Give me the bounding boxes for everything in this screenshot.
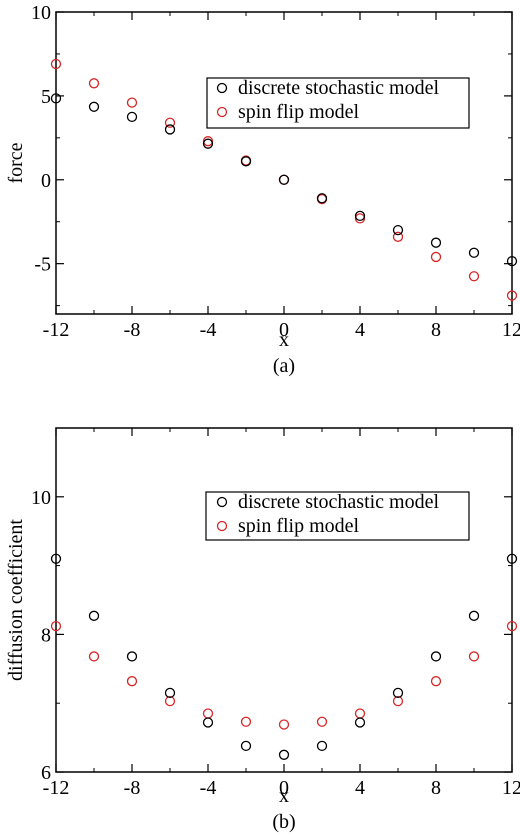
data-point-spin-flip [392,231,404,242]
chart-panel-b: -12 -8 -4 0 4 8 12 6 8 10 x diffusion coefficient (b… [5,427,520,833]
data-point-discrete [88,610,100,621]
data-point-spin-flip [278,719,290,730]
x-tick-label: -4 [200,777,217,799]
legend-marker [216,520,228,532]
legend-box [205,491,470,541]
data-point-discrete [50,93,62,104]
x-tick-label: 0 [279,319,289,341]
data-point-spin-flip [88,78,100,89]
panel-label: (b) [272,811,295,833]
data-point-spin-flip [202,708,214,719]
y-tick-label: 10 [31,487,51,509]
data-point-discrete [354,717,366,728]
y-tick-label: 8 [41,624,51,646]
x-tick-label: 8 [431,777,441,799]
x-tick-label: -8 [124,319,141,341]
data-point-discrete [164,124,176,135]
data-point-spin-flip [468,271,480,282]
data-point-spin-flip [240,716,252,727]
data-point-spin-flip [164,695,176,707]
data-point-discrete [430,237,442,248]
y-tick-label: 0 [41,170,51,192]
legend-label: spin flip model [238,515,360,537]
data-point-discrete [240,156,252,167]
data-point-discrete [164,687,176,699]
data-point-discrete [278,749,290,760]
data-point-discrete [278,174,290,185]
data-point-spin-flip [164,117,176,128]
legend-label: spin flip model [238,101,360,123]
plot-frame [55,11,513,315]
data-point-discrete [506,553,518,564]
x-tick-label: 12 [502,777,520,799]
legend-marker [216,82,228,94]
data-point-discrete [202,717,214,728]
y-tick-label: -5 [34,254,51,276]
data-point-spin-flip [430,251,442,263]
data-point-discrete [468,610,480,621]
data-point-spin-flip [430,676,442,687]
panel-label: (a) [273,355,295,377]
data-point-discrete [506,255,518,267]
legend-label: discrete stochastic model [238,77,439,99]
data-point-discrete [126,111,138,123]
x-tick-label: 12 [502,319,520,341]
x-tick-label: 8 [431,319,441,341]
data-point-discrete [354,210,366,222]
legend-marker [216,496,228,508]
data-point-discrete [316,740,328,752]
y-tick-label: 5 [41,86,51,108]
data-point-discrete [202,138,214,149]
data-point-discrete [316,193,328,204]
data-point-spin-flip [50,58,62,70]
x-tick-label: 4 [355,777,365,799]
chart-panel-a: -12 -8 -4 0 4 8 12 -5 0 5 10 x force (a) discrete stoc… [5,2,520,377]
legend-box [206,77,470,129]
y-tick-label: 10 [31,2,51,24]
data-point-discrete [50,553,62,564]
x-tick-label: -4 [200,319,217,341]
data-point-spin-flip [392,695,404,707]
y-axis-label: diffusion coefficient [5,519,27,681]
x-tick-label: -8 [124,777,141,799]
x-axis-label: x [279,329,289,351]
data-point-discrete [392,224,404,236]
data-point-discrete [126,651,138,662]
x-tick-label: -12 [43,319,70,341]
data-point-spin-flip [88,651,100,662]
data-point-spin-flip [126,676,138,687]
data-point-spin-flip [126,97,138,108]
data-point-spin-flip [506,290,518,301]
data-point-spin-flip [354,213,366,224]
data-point-discrete [468,247,480,258]
data-point-spin-flip [468,651,480,662]
data-point-spin-flip [506,620,518,632]
x-tick-label: 4 [355,319,365,341]
legend-label: discrete stochastic model [238,491,439,513]
y-axis-label: force [5,142,27,183]
legend-marker [216,106,228,118]
x-axis-label: x [279,785,289,807]
data-point-spin-flip [202,136,214,147]
data-point-discrete [430,651,442,662]
x-tick-label: -12 [43,777,70,799]
data-point-discrete [392,687,404,699]
data-point-spin-flip [50,620,62,632]
x-tick-label: 0 [279,777,289,799]
data-point-spin-flip [316,716,328,727]
data-point-discrete [240,740,252,752]
data-point-discrete [88,101,100,112]
data-point-spin-flip [354,708,366,719]
y-tick-label: 6 [41,762,51,784]
